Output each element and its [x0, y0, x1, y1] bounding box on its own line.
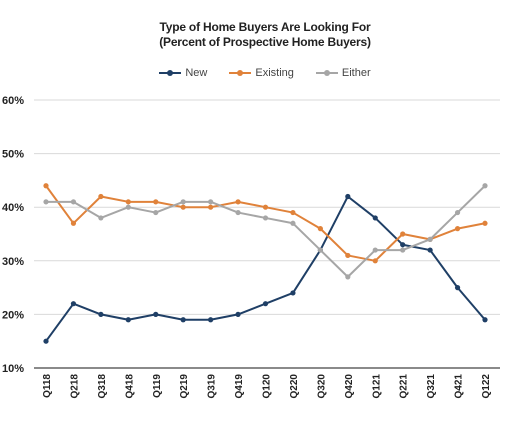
data-point-either [180, 199, 186, 205]
data-point-either [454, 209, 461, 216]
data-point-existing [98, 193, 104, 200]
y-tick-label: 60% [2, 95, 24, 107]
y-tick-label: 30% [2, 256, 24, 268]
chart-title: Type of Home Buyers Are Looking For [159, 20, 371, 34]
legend-item-new: New [159, 67, 207, 79]
chart-subtitle: (Percent of Prospective Home Buyers) [159, 35, 371, 49]
data-point-new [153, 311, 159, 317]
data-point-new [98, 311, 104, 317]
data-point-new [400, 242, 406, 248]
x-tick-label: Q418 [124, 374, 135, 399]
data-point-new [70, 301, 77, 307]
data-point-existing [43, 183, 49, 189]
data-point-either [43, 199, 49, 205]
legend-swatch-new [159, 70, 182, 76]
data-point-existing [454, 226, 461, 232]
x-tick-label: Q318 [97, 374, 108, 399]
data-point-either [427, 236, 433, 242]
data-point-either [317, 247, 323, 253]
x-tick-label: Q420 [344, 374, 355, 399]
data-point-new [427, 247, 433, 253]
data-point-existing [153, 199, 159, 205]
legend-label-new: New [185, 67, 208, 79]
legend-item-existing: Existing [229, 67, 294, 79]
data-point-either [372, 247, 378, 253]
data-point-either [290, 220, 296, 226]
data-point-new [482, 317, 488, 323]
data-point-either [125, 204, 131, 210]
x-tick-label: Q119 [152, 374, 163, 398]
data-point-new [372, 215, 378, 221]
data-point-new [208, 317, 214, 323]
data-point-either [70, 199, 77, 205]
legend: New Existing Either [0, 67, 530, 79]
x-tick-label: Q319 [207, 374, 218, 399]
x-tick-label: Q221 [399, 374, 410, 399]
data-point-existing [290, 209, 296, 216]
legend-label-either: Either [341, 67, 371, 79]
y-tick-label: 20% [2, 309, 24, 321]
data-point-either [98, 215, 104, 221]
data-point-existing [235, 199, 241, 205]
data-point-either [208, 199, 214, 205]
x-tick-label: Q321 [426, 374, 437, 399]
x-tick-label: Q219 [179, 374, 190, 399]
data-point-new [235, 311, 241, 317]
data-point-either [400, 247, 406, 253]
data-point-existing [372, 258, 378, 264]
data-point-new [290, 290, 296, 296]
data-point-existing [125, 199, 131, 205]
data-point-either [235, 209, 241, 216]
series-line-existing [45, 185, 486, 262]
data-point-existing [70, 220, 77, 226]
x-tick-label: Q220 [289, 374, 300, 399]
data-point-existing [400, 231, 406, 237]
data-point-new [262, 301, 269, 307]
x-tick-label: Q320 [316, 374, 327, 399]
legend-swatch-existing [229, 70, 252, 76]
data-point-existing [317, 226, 323, 232]
data-point-new [43, 338, 49, 344]
y-tick-label: 50% [2, 149, 24, 161]
data-point-either [345, 274, 351, 280]
x-tick-label: Q419 [234, 374, 245, 399]
x-tick-label: Q218 [69, 374, 80, 399]
data-point-new [454, 285, 461, 291]
x-tick-label: Q121 [371, 374, 382, 399]
y-tick-label: 40% [2, 202, 24, 214]
data-point-new [345, 193, 351, 200]
x-tick-label: Q118 [42, 374, 53, 398]
data-point-new [180, 317, 186, 323]
y-tick-label: 10% [2, 363, 24, 375]
data-point-either [262, 215, 269, 221]
data-point-existing [345, 252, 351, 259]
x-tick-label: Q421 [454, 374, 465, 399]
data-point-existing [482, 220, 488, 226]
data-point-existing [180, 204, 186, 210]
legend-item-either: Either [315, 67, 371, 79]
x-tick-label: Q122 [481, 374, 492, 399]
legend-label-existing: Existing [255, 67, 294, 79]
x-tick-label: Q120 [262, 374, 273, 399]
legend-swatch-either [315, 70, 338, 76]
data-point-existing [208, 204, 214, 210]
data-point-existing [262, 204, 269, 210]
data-point-new [125, 317, 131, 323]
data-point-either [482, 183, 488, 189]
data-point-either [153, 209, 159, 216]
